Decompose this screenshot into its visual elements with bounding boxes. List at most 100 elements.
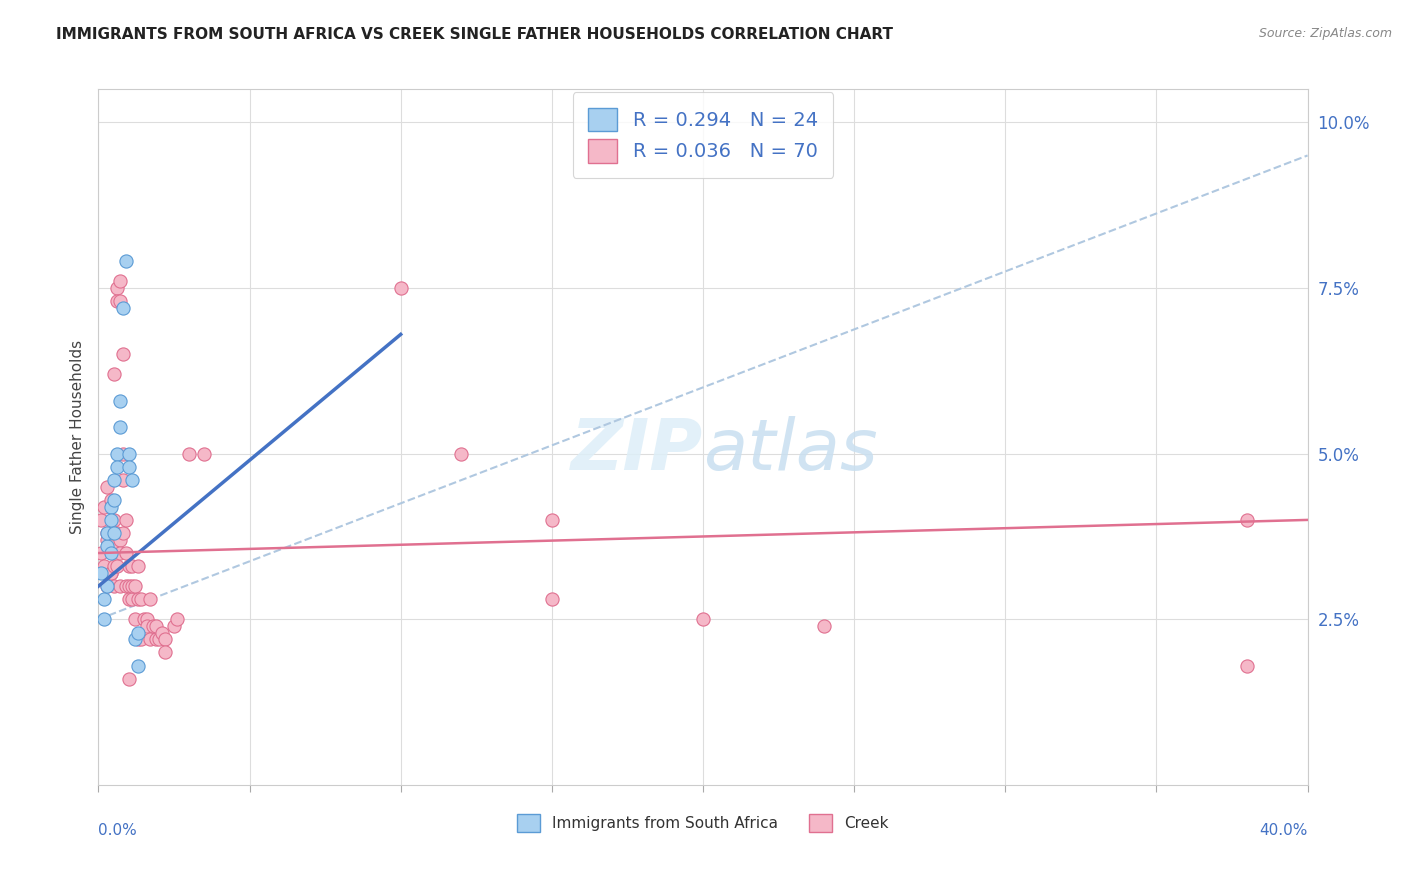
Point bbox=[129, 632, 152, 647]
Point bbox=[108, 393, 131, 408]
Point bbox=[103, 473, 125, 487]
Point bbox=[127, 632, 149, 647]
Point bbox=[93, 500, 115, 514]
Point bbox=[121, 592, 143, 607]
Point bbox=[96, 526, 118, 541]
Y-axis label: Single Father Households: Single Father Households bbox=[69, 340, 84, 534]
Point bbox=[90, 546, 112, 560]
Point bbox=[118, 592, 141, 607]
Point bbox=[124, 612, 146, 626]
Point bbox=[108, 274, 131, 288]
Legend: Immigrants from South Africa, Creek: Immigrants from South Africa, Creek bbox=[510, 806, 896, 840]
Point bbox=[111, 526, 134, 541]
Point bbox=[111, 347, 134, 361]
Point bbox=[100, 513, 122, 527]
Point bbox=[121, 579, 143, 593]
Point bbox=[166, 612, 188, 626]
Point bbox=[692, 612, 714, 626]
Point bbox=[148, 632, 170, 647]
Point bbox=[111, 301, 134, 315]
Point bbox=[90, 566, 112, 580]
Point bbox=[1236, 513, 1258, 527]
Point bbox=[153, 645, 176, 659]
Point bbox=[121, 473, 143, 487]
Point bbox=[103, 513, 125, 527]
Text: Source: ZipAtlas.com: Source: ZipAtlas.com bbox=[1258, 27, 1392, 40]
Point bbox=[108, 294, 131, 309]
Point bbox=[111, 447, 134, 461]
Point bbox=[450, 447, 472, 461]
Point bbox=[145, 632, 167, 647]
Point bbox=[108, 579, 131, 593]
Point bbox=[127, 592, 149, 607]
Point bbox=[93, 612, 115, 626]
Point bbox=[145, 619, 167, 633]
Point bbox=[193, 447, 215, 461]
Point bbox=[813, 619, 835, 633]
Point bbox=[103, 579, 125, 593]
Point bbox=[100, 540, 122, 554]
Point bbox=[135, 619, 157, 633]
Point bbox=[93, 592, 115, 607]
Point bbox=[114, 513, 136, 527]
Point bbox=[108, 533, 131, 547]
Point bbox=[114, 546, 136, 560]
Point bbox=[96, 526, 118, 541]
Point bbox=[118, 459, 141, 474]
Point bbox=[103, 526, 125, 541]
Point bbox=[96, 579, 118, 593]
Point bbox=[103, 559, 125, 574]
Point bbox=[96, 533, 118, 547]
Point bbox=[127, 625, 149, 640]
Text: 0.0%: 0.0% bbox=[98, 823, 138, 838]
Text: 40.0%: 40.0% bbox=[1260, 823, 1308, 838]
Point bbox=[135, 612, 157, 626]
Point bbox=[111, 473, 134, 487]
Point bbox=[1236, 658, 1258, 673]
Point bbox=[118, 579, 141, 593]
Point bbox=[93, 559, 115, 574]
Text: atlas: atlas bbox=[703, 417, 877, 485]
Point bbox=[179, 447, 201, 461]
Point bbox=[139, 632, 162, 647]
Text: IMMIGRANTS FROM SOUTH AFRICA VS CREEK SINGLE FATHER HOUSEHOLDS CORRELATION CHART: IMMIGRANTS FROM SOUTH AFRICA VS CREEK SI… bbox=[56, 27, 893, 42]
Point bbox=[540, 513, 562, 527]
Point bbox=[118, 559, 141, 574]
Point bbox=[100, 566, 122, 580]
Point bbox=[105, 459, 128, 474]
Point bbox=[150, 625, 173, 640]
Point bbox=[96, 480, 118, 494]
Point bbox=[121, 559, 143, 574]
Point bbox=[96, 540, 118, 554]
Point bbox=[153, 632, 176, 647]
Point bbox=[132, 612, 155, 626]
Point bbox=[540, 592, 562, 607]
Point bbox=[127, 559, 149, 574]
Point bbox=[105, 559, 128, 574]
Point bbox=[100, 500, 122, 514]
Point bbox=[105, 294, 128, 309]
Point bbox=[389, 281, 412, 295]
Point bbox=[100, 493, 122, 508]
Point bbox=[129, 592, 152, 607]
Point bbox=[108, 546, 131, 560]
Point bbox=[105, 447, 128, 461]
Point bbox=[96, 579, 118, 593]
Point bbox=[103, 367, 125, 381]
Point bbox=[124, 579, 146, 593]
Point bbox=[124, 632, 146, 647]
Text: ZIP: ZIP bbox=[571, 417, 703, 485]
Point bbox=[114, 254, 136, 268]
Point bbox=[114, 579, 136, 593]
Point bbox=[100, 546, 122, 560]
Point bbox=[90, 513, 112, 527]
Point bbox=[139, 592, 162, 607]
Point bbox=[127, 658, 149, 673]
Point bbox=[100, 566, 122, 580]
Point bbox=[105, 526, 128, 541]
Point bbox=[118, 672, 141, 686]
Point bbox=[118, 447, 141, 461]
Point bbox=[163, 619, 186, 633]
Point bbox=[142, 619, 165, 633]
Point bbox=[103, 493, 125, 508]
